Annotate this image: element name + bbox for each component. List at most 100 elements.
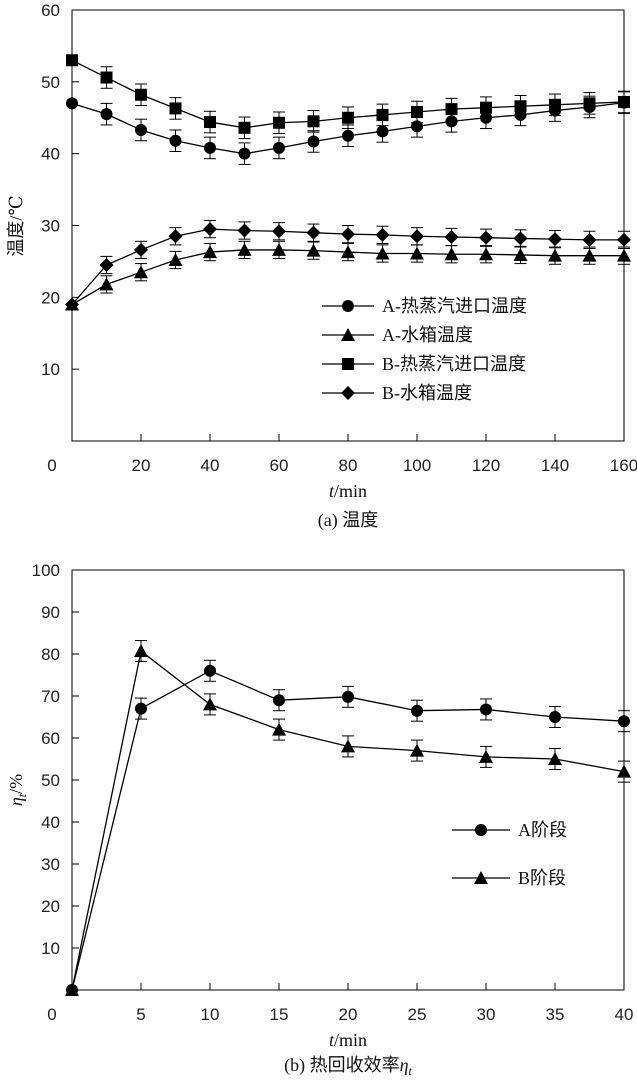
chart-a-data-point [306,225,321,240]
chart-a-y-tick-label: 60 [41,1,60,20]
chart-b-data-point [618,715,630,728]
chart-a-legend-marker [342,300,354,312]
chart-a-data-point [582,232,597,247]
chart-b-series-1 [66,659,630,996]
chart-a-data-point [168,229,183,244]
chart-a-data-point [134,242,148,257]
chart-a-x-tick-label: 80 [339,456,358,475]
chart-a-data-point [411,106,423,119]
chart-a-data-point [513,231,528,246]
chart-a-data-point [411,120,423,133]
chart-a-x-tick-label: 160 [610,456,637,475]
chart-a-x-tick-label: 140 [541,456,569,475]
chart-a-legend-marker [342,358,354,370]
chart-a-x-tick-label: 20 [132,456,151,475]
chart-b-data-point [204,664,216,677]
chart-a-data-point [375,246,390,260]
chart-a-data-point [99,258,114,273]
chart-a-data-point [444,247,459,261]
chart-a-x-axis-var: t [329,481,335,501]
chart-b-x-axis-unit: /min [334,1030,367,1050]
chart-a-caption: (a) 温度 [318,510,378,531]
chart-a-data-point [617,232,631,247]
chart-b-efficiency: 10 20 30 40 50 60 70 80 90 100 0 5 10 15 20 25 30 35 40 η… [6,561,633,1078]
chart-b-data-point [65,983,79,996]
chart-b-x-tick-label: 15 [270,1005,289,1024]
chart-b-y-tick-label: 100 [32,561,60,580]
chart-a-x-tick-label: 100 [403,456,431,475]
chart-a-data-point [307,135,320,148]
chart-a-data-point [549,98,561,111]
chart-b-y-axis-unit: /% [6,774,26,794]
chart-a-x-tick-label: 120 [472,456,500,475]
chart-a-series-3 [66,54,630,140]
chart-b-x-axis-label: t/min [329,1030,367,1050]
chart-a-data-point [342,129,354,142]
chart-b-caption-var: η [400,1055,409,1075]
chart-b-plot-frame [71,569,625,991]
chart-a-data-point [135,123,147,136]
chart-b-x-tick-label: 25 [408,1005,427,1024]
chart-b-y-tick-label: 90 [41,603,60,622]
chart-a-data-point [306,243,321,257]
chart-a-data-point [238,147,251,160]
chart-a-legend-item: B-水箱温度 [322,383,472,403]
chart-b-data-point [411,704,423,717]
chart-b-x-tick-label: 30 [477,1005,496,1024]
chart-a-x-tick-label: 0 [47,456,56,475]
chart-a-legend-marker [341,328,355,341]
chart-b-legend-item: B阶段 [452,868,566,888]
chart-a-data-point [135,88,147,101]
chart-b-legend: A阶段 B阶段 [452,820,567,888]
chart-a-legend-label: A-热蒸汽进口温度 [382,296,527,316]
chart-a-data-point [307,115,320,128]
chart-a-data-point [203,245,217,259]
chart-b-x-tick-label: 20 [339,1005,358,1024]
chart-a-data-point [410,246,424,260]
chart-b-y-axis-var: η [6,797,26,806]
chart-a-data-point [66,54,78,67]
chart-a-legend-item: A-热蒸汽进口温度 [322,296,527,316]
chart-b-caption-prefix: (b) 热回收效率 [284,1055,400,1076]
chart-a-series-2 [65,240,631,311]
chart-a-data-point [169,102,182,115]
chart-a-data-point [375,227,390,242]
chart-a-data-point [238,121,251,134]
chart-b-data-point [549,711,561,723]
chart-b-legend-marker [474,871,488,884]
chart-a-data-point [272,242,286,256]
chart-b-data-point [273,694,285,707]
chart-a-legend-item: B-热蒸汽进口温度 [322,354,526,374]
chart-a-legend-marker [341,386,355,400]
chart-b-y-tick-label: 30 [41,855,60,874]
chart-a-y-tick-label: 30 [41,217,60,236]
chart-a-data-point [65,297,79,312]
chart-b-y-tick-label: 10 [41,939,60,958]
chart-b-caption-sub: t [409,1064,413,1078]
chart-a-data-point [444,229,459,244]
chart-a-data-point [341,245,355,259]
chart-b-y-axis-sub: t [15,793,29,797]
chart-b-y-tick-label: 40 [41,813,60,832]
chart-a-data-point [273,141,285,154]
chart-a-x-tick-label: 40 [201,456,220,475]
chart-b-x-tick-label: 35 [546,1005,565,1024]
chart-b-data-point [479,749,493,763]
chart-a-data-point [445,103,458,116]
chart-b-series-2 [65,640,631,996]
chart-a-x-tick-label: 60 [270,456,289,475]
chart-a-y-tick-label: 20 [41,288,60,307]
chart-a-data-point [583,97,596,110]
chart-b-y-tick-label: 20 [41,897,60,916]
chart-a-data-point [376,125,389,138]
chart-a-data-point [273,116,285,129]
chart-a-data-point [169,134,182,147]
chart-b-data-point [617,764,631,778]
chart-a-data-point [618,95,630,108]
chart-b-data-point [272,722,286,736]
chart-a-data-point [204,116,216,129]
chart-b-data-point [135,702,147,715]
chart-b-legend-item: A阶段 [452,820,567,840]
